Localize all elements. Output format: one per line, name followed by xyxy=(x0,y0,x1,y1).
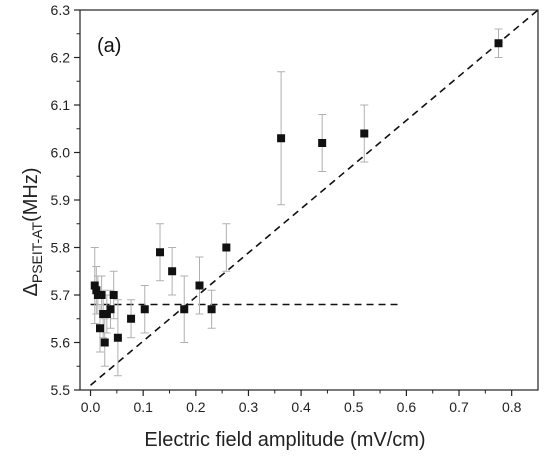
y-axis-title: ΔPSEIT-AT(MHz) xyxy=(20,168,45,297)
y-tick-label: 6.3 xyxy=(51,2,71,18)
axis-ticks xyxy=(74,9,513,396)
data-point xyxy=(207,305,216,314)
y-tick-label: 5.8 xyxy=(51,240,71,256)
data-point xyxy=(360,129,369,138)
data-point xyxy=(106,305,115,314)
data-point xyxy=(195,281,204,290)
error-bars xyxy=(90,28,503,377)
data-point xyxy=(109,291,118,299)
data-point xyxy=(97,291,106,299)
data-point xyxy=(277,134,286,143)
reference-lines xyxy=(90,9,539,386)
plot-frame xyxy=(79,9,539,391)
y-tick-label: 5.9 xyxy=(51,192,71,208)
x-axis-title: Electric field amplitude (mV/cm) xyxy=(144,429,425,451)
y-axis-title-subscript: PSEIT-AT xyxy=(29,221,45,283)
x-tick-label: 0.0 xyxy=(81,399,101,415)
reference-line xyxy=(90,9,539,386)
data-point xyxy=(92,286,101,295)
data-point xyxy=(102,310,111,318)
data-point xyxy=(140,305,149,314)
y-tick-label: 6.1 xyxy=(51,97,71,113)
data-point xyxy=(222,243,231,252)
data-point xyxy=(318,139,327,147)
x-tick-label: 0.3 xyxy=(239,399,259,415)
x-tick-label: 0.6 xyxy=(397,399,417,415)
y-axis-title-symbol: Δ xyxy=(20,283,42,296)
data-point xyxy=(90,281,99,290)
x-tick-label: 0.8 xyxy=(502,399,522,415)
y-tick-label: 6.2 xyxy=(51,50,71,66)
x-tick-label: 0.1 xyxy=(133,399,153,415)
data-point xyxy=(168,267,177,276)
x-tick-label: 0.5 xyxy=(344,399,364,415)
data-point xyxy=(100,338,109,347)
y-tick-label: 5.6 xyxy=(51,335,71,351)
y-tick-label: 5.5 xyxy=(51,382,71,398)
x-tick-label: 0.7 xyxy=(449,399,469,415)
data-point xyxy=(96,324,105,333)
panel-label: (a) xyxy=(97,35,121,57)
data-point xyxy=(113,333,122,342)
y-tick-label: 5.7 xyxy=(51,287,71,303)
x-tick-label: 0.4 xyxy=(291,399,311,415)
data-markers xyxy=(90,39,503,347)
y-tick-label: 6.0 xyxy=(51,145,71,161)
x-tick-label: 0.2 xyxy=(186,399,206,415)
data-point xyxy=(156,248,165,257)
data-point xyxy=(127,314,136,323)
data-point xyxy=(180,305,189,314)
y-axis-title-unit: (MHz) xyxy=(20,168,42,222)
tick-labels: 0.0 0.1 0.2 0.3 0.4 0.5 0.6 0.7 0.8 5.5 5.6 5.7 5.8 5… xyxy=(51,2,522,415)
data-point xyxy=(494,39,503,48)
